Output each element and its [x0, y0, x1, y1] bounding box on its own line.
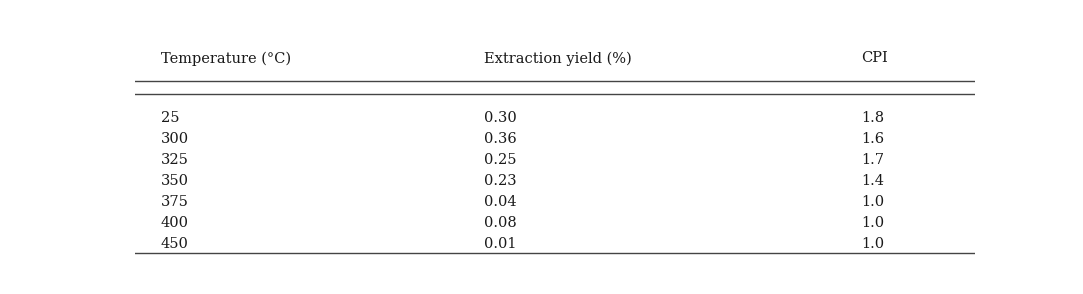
- Text: 375: 375: [160, 195, 188, 209]
- Text: 0.08: 0.08: [484, 216, 517, 230]
- Text: 0.36: 0.36: [484, 132, 517, 146]
- Text: CPI: CPI: [861, 51, 888, 65]
- Text: 1.8: 1.8: [861, 111, 885, 125]
- Text: 1.0: 1.0: [861, 238, 885, 251]
- Text: 0.04: 0.04: [484, 195, 517, 209]
- Text: 325: 325: [160, 153, 188, 167]
- Text: 350: 350: [160, 174, 188, 188]
- Text: 1.7: 1.7: [861, 153, 885, 167]
- Text: 1.4: 1.4: [861, 174, 885, 188]
- Text: 400: 400: [160, 216, 188, 230]
- Text: 1.0: 1.0: [861, 216, 885, 230]
- Text: 1.6: 1.6: [861, 132, 885, 146]
- Text: 300: 300: [160, 132, 188, 146]
- Text: 1.0: 1.0: [861, 195, 885, 209]
- Text: 450: 450: [160, 238, 188, 251]
- Text: 0.23: 0.23: [484, 174, 517, 188]
- Text: 25: 25: [160, 111, 179, 125]
- Text: Extraction yield (%): Extraction yield (%): [484, 51, 631, 66]
- Text: 0.30: 0.30: [484, 111, 517, 125]
- Text: Temperature (°C): Temperature (°C): [160, 51, 290, 66]
- Text: 0.01: 0.01: [484, 238, 517, 251]
- Text: 0.25: 0.25: [484, 153, 517, 167]
